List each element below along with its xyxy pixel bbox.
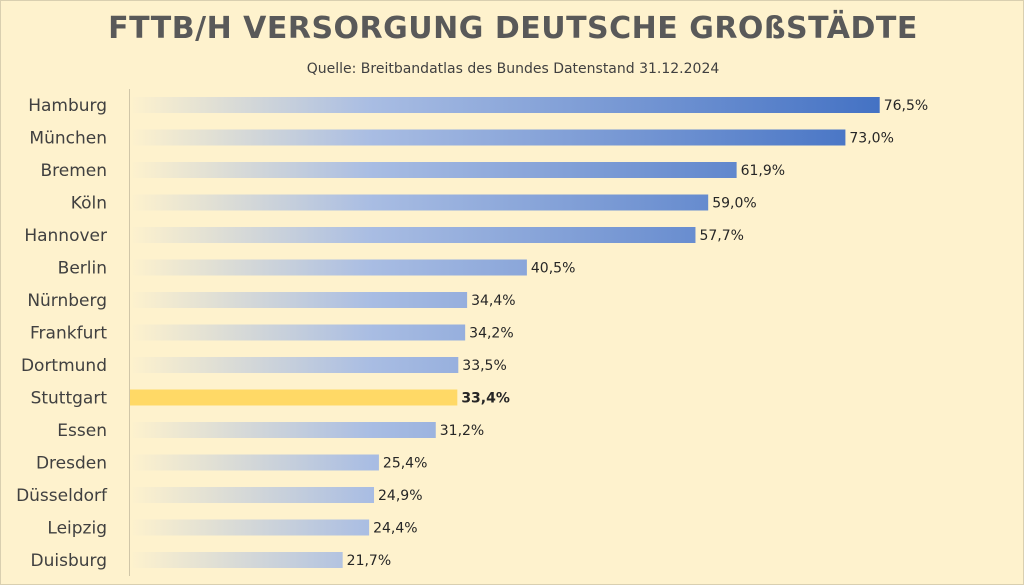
bar-duisburg xyxy=(130,552,343,568)
value-label: 73,0% xyxy=(849,131,893,147)
category-label: Essen xyxy=(57,421,107,441)
category-label: Duisburg xyxy=(31,551,108,571)
value-label: 59,0% xyxy=(712,196,756,212)
category-label: Bremen xyxy=(40,161,107,181)
category-label: Hamburg xyxy=(28,96,107,116)
value-label: 76,5% xyxy=(884,98,928,114)
bar-bremen xyxy=(130,162,737,178)
value-label: 21,7% xyxy=(347,553,391,569)
value-label: 61,9% xyxy=(741,163,785,179)
category-label: Leipzig xyxy=(47,519,107,539)
category-label: Düsseldorf xyxy=(16,486,108,506)
value-label: 31,2% xyxy=(440,423,484,439)
category-label: Dortmund xyxy=(21,356,107,376)
value-label: 57,7% xyxy=(699,228,743,244)
category-label: Hannover xyxy=(24,226,107,246)
category-label: Nürnberg xyxy=(27,291,107,311)
value-label: 34,2% xyxy=(469,326,513,342)
category-label: Dresden xyxy=(36,454,107,474)
bar-hamburg xyxy=(130,97,880,113)
bar-münchen xyxy=(130,129,846,146)
bar-berlin xyxy=(130,259,527,276)
value-label: 25,4% xyxy=(383,456,427,472)
category-label: Köln xyxy=(71,194,107,214)
bar-hannover xyxy=(130,227,696,243)
bar-dortmund xyxy=(130,357,459,373)
value-label: 24,9% xyxy=(378,488,422,504)
bar-köln xyxy=(130,194,709,211)
category-label: Berlin xyxy=(58,259,107,279)
bars-group: Hamburg 76,5% München 73,0% Bremen 61,9% Köln 5… xyxy=(16,96,928,571)
chart-title: FTTB/H VERSORGUNG DEUTSCHE GROßSTÄDTE xyxy=(108,11,918,46)
bar-essen xyxy=(130,422,436,438)
value-label: 33,5% xyxy=(462,358,506,374)
category-label: Stuttgart xyxy=(31,389,108,409)
bar-frankfurt xyxy=(130,324,466,341)
chart-subtitle: Quelle: Breitbandatlas des Bundes Datens… xyxy=(306,61,720,77)
bar-düsseldorf xyxy=(130,487,375,503)
value-label: 24,4% xyxy=(373,521,417,537)
bar-leipzig xyxy=(130,519,370,536)
bar-nürnberg xyxy=(130,292,468,308)
category-label: Frankfurt xyxy=(30,324,107,344)
bar-stuttgart xyxy=(130,389,458,406)
value-label: 40,5% xyxy=(531,261,575,277)
value-label: 34,4% xyxy=(471,293,515,309)
value-label: 33,4% xyxy=(461,391,510,407)
bar-dresden xyxy=(130,454,379,471)
category-label: München xyxy=(29,129,107,149)
